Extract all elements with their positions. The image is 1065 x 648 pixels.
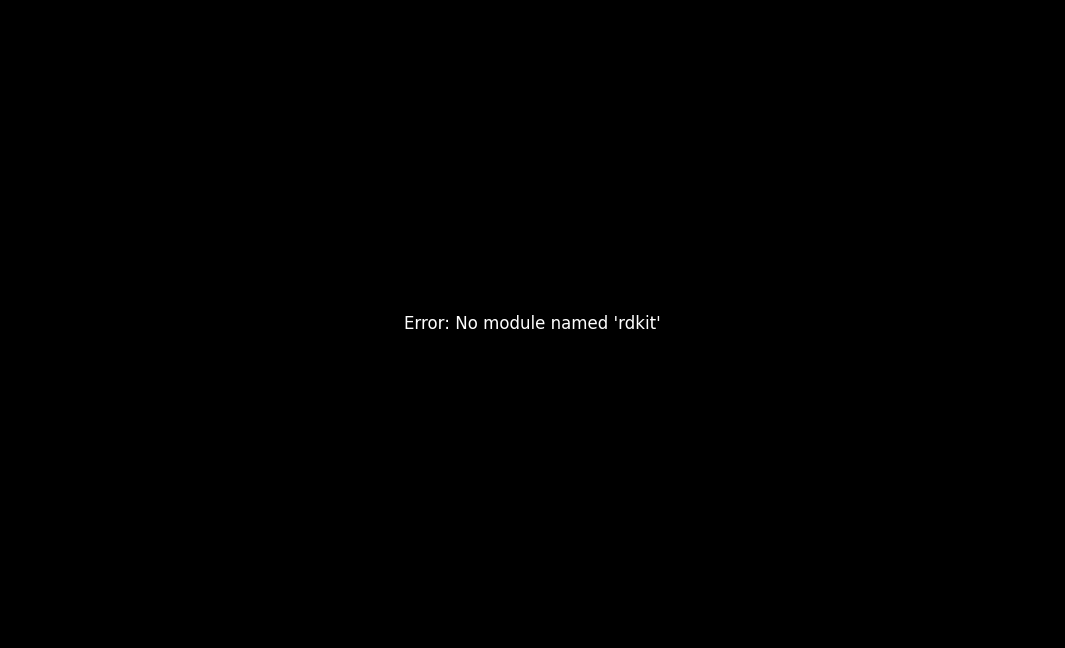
Text: Error: No module named 'rdkit': Error: No module named 'rdkit' (404, 315, 661, 333)
